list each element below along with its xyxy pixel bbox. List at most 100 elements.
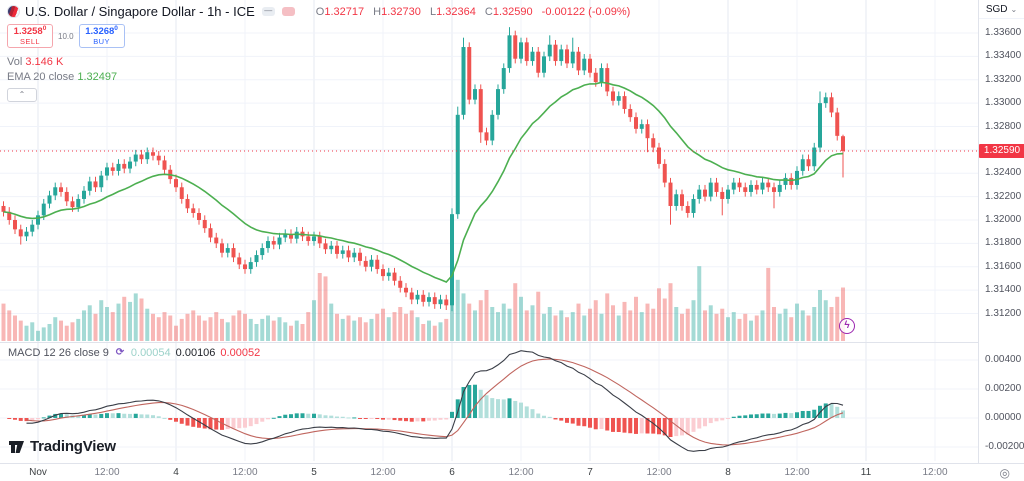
- volume-bar: [254, 324, 259, 341]
- candle: [760, 182, 765, 190]
- candle: [795, 170, 799, 185]
- volume-legend: Vol 3.146 K: [7, 56, 630, 68]
- volume-bar: [1, 303, 6, 341]
- price-axis[interactable]: SGD ⌄ 1.32590 1.33600 1.33400 1.33200 1.330…: [978, 0, 1024, 463]
- candle: [53, 187, 58, 196]
- candle: [662, 163, 667, 183]
- price-tick-label: 1.31800: [985, 237, 1022, 249]
- axis-settings-icon[interactable]: ◎: [999, 466, 1010, 480]
- candle: [530, 51, 535, 62]
- last-price-tag: 1.32590: [979, 144, 1024, 159]
- macd-histogram-bar: [317, 414, 322, 418]
- sell-button[interactable]: 1.32580 SELL: [7, 24, 53, 48]
- candle: [605, 68, 610, 92]
- volume-bar: [231, 315, 236, 341]
- macd-histogram-bar: [363, 418, 368, 419]
- macd-histogram-bar: [323, 415, 328, 418]
- volume-bar: [294, 320, 299, 341]
- price-tick-label: 1.32200: [985, 190, 1022, 202]
- candle: [179, 187, 184, 199]
- lightning-icon[interactable]: ϟ: [839, 318, 855, 334]
- candle: [266, 241, 270, 249]
- candle: [76, 198, 81, 208]
- time-axis[interactable]: ◎ Nov 12:00 4 12:00 5 12:00 6 12:00 7 12:00 8 12:00…: [0, 463, 1024, 481]
- legend-collapse-chevron-icon[interactable]: ⌃: [7, 88, 37, 102]
- volume-bar: [174, 325, 178, 341]
- volume-bar: [720, 308, 725, 341]
- chevron-down-icon: ⌄: [1010, 4, 1018, 14]
- candle-wick: [773, 182, 775, 209]
- macd-histogram-bar: [248, 418, 253, 427]
- macd-histogram-bar: [110, 413, 115, 418]
- time-tick-label: 12:00: [232, 467, 258, 478]
- volume-bar: [386, 317, 391, 341]
- candle: [248, 262, 253, 270]
- tradingview-logo[interactable]: TradingView: [8, 438, 116, 455]
- legend-minimize-icon[interactable]: —: [261, 7, 275, 16]
- candle: [99, 175, 104, 188]
- candle: [24, 231, 29, 237]
- macd-histogram-bar: [185, 418, 190, 426]
- macd-histogram-bar: [622, 418, 627, 433]
- volume-bar: [421, 324, 426, 341]
- macd-histogram-bar: [444, 418, 449, 420]
- candle: [110, 167, 115, 171]
- volume-bar: [662, 298, 667, 341]
- macd-histogram-bar: [105, 413, 109, 418]
- volume-bar: [82, 310, 86, 341]
- macd-histogram-bar: [438, 418, 443, 420]
- volume-bar: [346, 315, 351, 341]
- macd-histogram-bar: [191, 418, 196, 427]
- legend-more-icon[interactable]: [281, 7, 295, 16]
- volume-bar: [559, 310, 564, 341]
- candle: [197, 212, 201, 220]
- macd-histogram-bar: [398, 418, 403, 421]
- volume-bar: [99, 300, 104, 341]
- time-tick-label: 7: [587, 467, 593, 478]
- candle: [714, 182, 719, 192]
- macd-histogram-bar: [772, 413, 776, 418]
- candle: [306, 236, 311, 242]
- candle: [174, 179, 178, 188]
- candle: [421, 294, 426, 302]
- buy-button[interactable]: 1.32680 BUY: [78, 24, 125, 48]
- volume-bar: [248, 318, 253, 341]
- candle: [277, 237, 282, 245]
- volume-bar: [375, 313, 380, 341]
- candle: [156, 155, 161, 161]
- price-tick-label: 1.33400: [985, 50, 1022, 62]
- volume-bar: [777, 313, 782, 341]
- symbol-title[interactable]: U.S. Dollar / Singapore Dollar - 1h - IC…: [25, 4, 255, 19]
- volume-bar: [128, 301, 132, 341]
- macd-histogram-bar: [691, 418, 696, 432]
- volume-bar: [317, 273, 322, 341]
- candle: [220, 243, 224, 253]
- macd-signal-line: [26, 358, 844, 446]
- price-tick-label: 1.33000: [985, 97, 1022, 109]
- volume-bar: [438, 322, 443, 341]
- candle: [754, 184, 759, 190]
- macd-histogram-bar: [432, 418, 437, 421]
- macd-histogram-bar: [542, 415, 546, 418]
- volume-bar: [59, 320, 63, 341]
- currency-selector[interactable]: SGD ⌄: [979, 0, 1024, 19]
- macd-histogram-bar: [703, 418, 707, 427]
- time-tick-label: 12:00: [646, 467, 672, 478]
- candle: [87, 181, 92, 191]
- refresh-icon[interactable]: ⟳: [115, 347, 125, 358]
- candle: [835, 112, 840, 136]
- chart-canvas[interactable]: [0, 0, 978, 463]
- candle: [766, 182, 771, 188]
- candle-wick: [721, 187, 723, 216]
- candle: [450, 214, 454, 306]
- candle: [7, 211, 12, 220]
- volume-bar: [800, 310, 805, 341]
- volume-bar: [208, 317, 213, 341]
- candle: [340, 250, 345, 254]
- macd-histogram-bar: [616, 418, 621, 432]
- ohlc-values: O1.32717 H1.32730 L1.32364 C1.32590 -0.0…: [310, 6, 631, 18]
- time-tick-label: 4: [173, 467, 179, 478]
- volume-bar: [634, 296, 638, 341]
- macd-histogram-bar: [708, 418, 713, 424]
- volume-bar: [582, 315, 587, 341]
